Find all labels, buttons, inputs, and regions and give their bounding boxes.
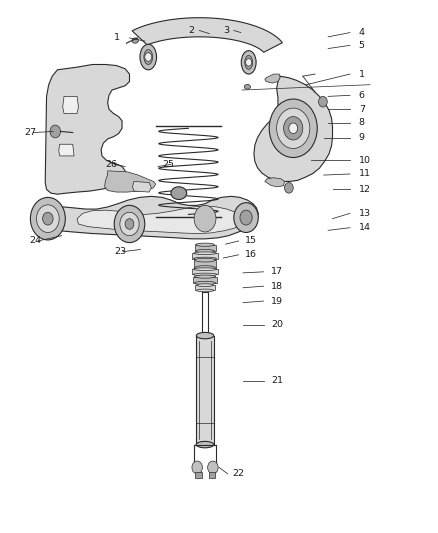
Text: 16: 16 [245,251,257,260]
Circle shape [285,182,293,193]
Polygon shape [35,196,258,239]
Ellipse shape [196,284,214,286]
Circle shape [246,59,252,66]
Circle shape [194,205,216,232]
Bar [196,336,214,445]
Text: 14: 14 [359,223,371,232]
Text: 5: 5 [359,41,365,50]
Ellipse shape [196,333,214,339]
Ellipse shape [245,55,253,69]
Ellipse shape [132,38,138,43]
Text: 9: 9 [359,133,365,142]
Circle shape [120,212,139,236]
Ellipse shape [195,266,215,269]
Text: 18: 18 [272,281,283,290]
Polygon shape [133,181,151,192]
Polygon shape [265,177,285,187]
Circle shape [114,205,145,243]
Bar [195,285,215,290]
Polygon shape [77,206,242,233]
Text: 7: 7 [359,104,365,114]
Polygon shape [265,74,280,83]
Text: 12: 12 [359,185,371,194]
Bar [194,245,215,251]
Circle shape [234,203,258,232]
Circle shape [284,117,303,140]
Text: 21: 21 [272,376,283,385]
Circle shape [36,205,59,232]
Text: 8: 8 [359,118,365,127]
Polygon shape [254,76,332,181]
Ellipse shape [196,243,215,246]
Ellipse shape [194,275,215,278]
Text: 24: 24 [29,237,41,246]
Circle shape [30,197,65,240]
Text: 26: 26 [106,160,117,169]
Text: 2: 2 [188,26,194,35]
Text: 15: 15 [245,237,257,246]
Text: 13: 13 [359,209,371,218]
Ellipse shape [193,273,217,276]
Bar [192,253,218,259]
Polygon shape [105,171,155,192]
Circle shape [240,210,252,225]
Polygon shape [63,96,78,114]
Ellipse shape [171,187,187,199]
Bar [208,472,215,478]
Circle shape [289,123,297,134]
Circle shape [50,125,60,138]
Ellipse shape [196,249,215,253]
Text: 3: 3 [223,26,230,35]
Circle shape [208,461,218,474]
Text: 20: 20 [272,320,283,329]
Ellipse shape [193,268,217,270]
Text: 11: 11 [359,169,371,179]
Circle shape [42,212,53,225]
Text: 10: 10 [359,156,371,165]
Polygon shape [45,64,130,194]
Text: 23: 23 [114,247,126,256]
Circle shape [269,99,317,158]
Text: 22: 22 [232,470,244,478]
Text: 6: 6 [359,91,365,100]
Bar [194,260,216,268]
Ellipse shape [144,50,152,64]
Text: 19: 19 [272,296,283,305]
Text: 27: 27 [25,128,37,137]
Text: 17: 17 [272,268,283,276]
Text: 1: 1 [114,34,120,43]
Bar [193,277,217,283]
Ellipse shape [196,289,214,292]
Ellipse shape [194,252,216,255]
Ellipse shape [244,84,251,89]
Polygon shape [59,144,74,156]
Bar [195,472,201,478]
Ellipse shape [194,257,216,260]
Ellipse shape [140,44,156,70]
Text: 25: 25 [162,160,174,169]
Circle shape [192,461,202,474]
Circle shape [145,53,152,61]
Ellipse shape [195,259,215,262]
Polygon shape [132,18,283,52]
Ellipse shape [194,281,215,285]
Circle shape [318,96,327,107]
Text: 4: 4 [359,28,365,37]
Circle shape [277,108,310,149]
Ellipse shape [241,51,256,74]
Ellipse shape [196,441,214,448]
Text: 1: 1 [359,70,365,78]
Circle shape [125,219,134,229]
Bar [192,269,218,274]
